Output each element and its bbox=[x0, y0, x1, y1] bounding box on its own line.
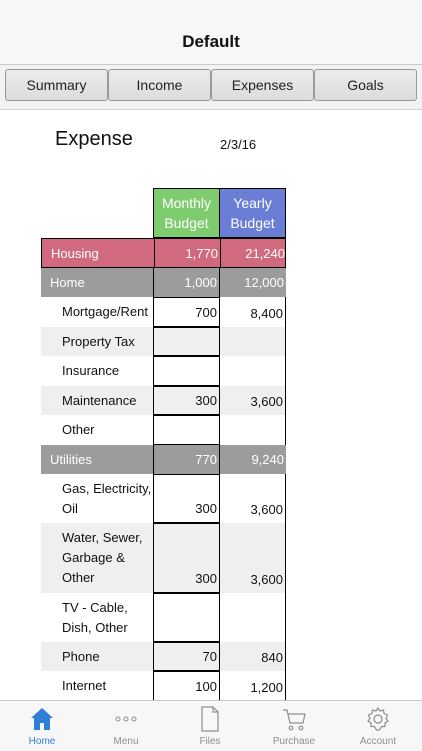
monthly-input[interactable] bbox=[153, 327, 220, 356]
file-icon bbox=[201, 706, 219, 732]
table-row: Insurance bbox=[41, 356, 286, 386]
table-row: Gas, Electricity, Oil 300 3,600 bbox=[41, 474, 286, 523]
monthly-input[interactable]: 700 bbox=[153, 297, 220, 327]
bottom-tab-purchase[interactable]: Purchase bbox=[252, 701, 336, 751]
table-row: Other bbox=[41, 415, 286, 445]
row-label: TV - Cable, Dish, Other bbox=[62, 598, 128, 638]
table-row: Mortgage/Rent 700 8,400 bbox=[41, 297, 286, 327]
home-icon bbox=[31, 708, 53, 730]
row-label: Phone bbox=[62, 649, 100, 664]
row-label-line: Garbage & bbox=[62, 550, 125, 565]
yearly-cell: 3,600 bbox=[219, 523, 286, 593]
table-row: Maintenance 300 3,600 bbox=[41, 386, 286, 415]
bottom-tab-home[interactable]: Home bbox=[0, 701, 84, 751]
table-row: Phone 70 840 bbox=[41, 642, 286, 671]
category-row-housing[interactable]: Housing 1,770 21,240 bbox=[41, 238, 286, 268]
monthly-input[interactable]: 70 bbox=[153, 642, 220, 671]
monthly-budget-header: Monthly Budget bbox=[153, 188, 220, 238]
yearly-cell bbox=[219, 327, 286, 356]
bottom-tab-label: Home bbox=[28, 736, 56, 747]
yearly-cell: 3,600 bbox=[219, 386, 286, 415]
monthly-input[interactable]: 100 bbox=[153, 671, 220, 701]
row-label-line: Oil bbox=[62, 501, 78, 516]
navigation-bar: Default bbox=[0, 0, 422, 65]
table-row: TV - Cable, Dish, Other bbox=[41, 593, 286, 642]
bottom-tab-label: Menu bbox=[113, 736, 139, 747]
sheet-heading: Expense bbox=[55, 128, 133, 150]
monthly-input[interactable]: 300 bbox=[153, 523, 220, 593]
segment-tabs: Summary Income Expenses Goals bbox=[0, 65, 422, 110]
bottom-tab-bar: Home Menu Files Purchase Account bbox=[0, 700, 422, 751]
row-label: Gas, Electricity, Oil bbox=[62, 479, 151, 519]
yearly-cell: 8,400 bbox=[219, 297, 286, 327]
row-label-line: Other bbox=[62, 570, 95, 585]
yearly-cell: 1,200 bbox=[219, 671, 286, 701]
yearly-cell: 3,600 bbox=[219, 474, 286, 523]
tab-income[interactable]: Income bbox=[108, 69, 211, 101]
section-row-home[interactable]: Home 1,000 12,000 bbox=[41, 268, 286, 297]
row-label: Mortgage/Rent bbox=[62, 304, 148, 319]
row-label: Internet bbox=[62, 678, 107, 693]
expense-table: Housing 1,770 21,240 Home 1,000 12,000 M… bbox=[41, 238, 286, 701]
row-label: Other bbox=[62, 422, 95, 437]
row-label: Home bbox=[50, 275, 85, 290]
bottom-tab-files[interactable]: Files bbox=[168, 701, 252, 751]
page-title: Default bbox=[182, 32, 240, 51]
row-label-line: TV - Cable, bbox=[62, 600, 128, 615]
yearly-budget-header: Yearly Budget bbox=[219, 188, 286, 238]
bottom-tab-account[interactable]: Account bbox=[336, 701, 420, 751]
monthly-cell: 770 bbox=[153, 445, 220, 474]
monthly-input[interactable]: 300 bbox=[153, 474, 220, 523]
row-label-line: Gas, Electricity, bbox=[62, 481, 152, 496]
bottom-tab-label: Purchase bbox=[272, 736, 316, 747]
monthly-cell: 1,770 bbox=[154, 239, 221, 267]
cart-icon bbox=[283, 709, 306, 731]
row-label: Utilities bbox=[50, 452, 92, 467]
monthly-input[interactable]: 300 bbox=[153, 386, 220, 415]
yearly-cell bbox=[219, 415, 286, 445]
monthly-input[interactable] bbox=[153, 593, 220, 642]
tab-summary[interactable]: Summary bbox=[5, 69, 108, 101]
row-label: Insurance bbox=[62, 363, 120, 378]
table-row: Water, Sewer, Garbage & Other 300 3,600 bbox=[41, 523, 286, 593]
monthly-input[interactable] bbox=[153, 415, 220, 445]
table-row: Property Tax bbox=[41, 327, 286, 356]
tab-expenses[interactable]: Expenses bbox=[211, 69, 314, 101]
sheet-date: 2/3/16 bbox=[220, 137, 257, 152]
tab-goals[interactable]: Goals bbox=[314, 69, 417, 101]
bottom-tab-label: Files bbox=[199, 736, 221, 747]
yearly-cell: 21,240 bbox=[245, 245, 285, 261]
row-label-line: Water, Sewer, bbox=[62, 530, 143, 545]
row-label: Housing bbox=[51, 246, 99, 261]
table-row: Internet 100 1,200 bbox=[41, 671, 286, 701]
yearly-cell bbox=[219, 593, 286, 642]
yearly-cell: 12,000 bbox=[244, 275, 284, 290]
more-icon bbox=[115, 716, 137, 722]
monthly-cell: 1,000 bbox=[153, 268, 220, 297]
row-label: Water, Sewer, Garbage & Other bbox=[62, 528, 142, 588]
row-label: Property Tax bbox=[62, 334, 135, 349]
bottom-tab-menu[interactable]: Menu bbox=[84, 701, 168, 751]
gear-icon bbox=[367, 706, 389, 731]
bottom-tab-label: Account bbox=[359, 736, 397, 747]
yearly-cell: 9,240 bbox=[251, 452, 284, 467]
yearly-cell: 840 bbox=[219, 642, 286, 671]
row-label-line: Dish, Other bbox=[62, 620, 128, 635]
row-label: Maintenance bbox=[62, 393, 137, 408]
monthly-input[interactable] bbox=[153, 356, 220, 386]
section-row-utilities[interactable]: Utilities 770 9,240 bbox=[41, 445, 286, 474]
yearly-cell bbox=[219, 356, 286, 386]
